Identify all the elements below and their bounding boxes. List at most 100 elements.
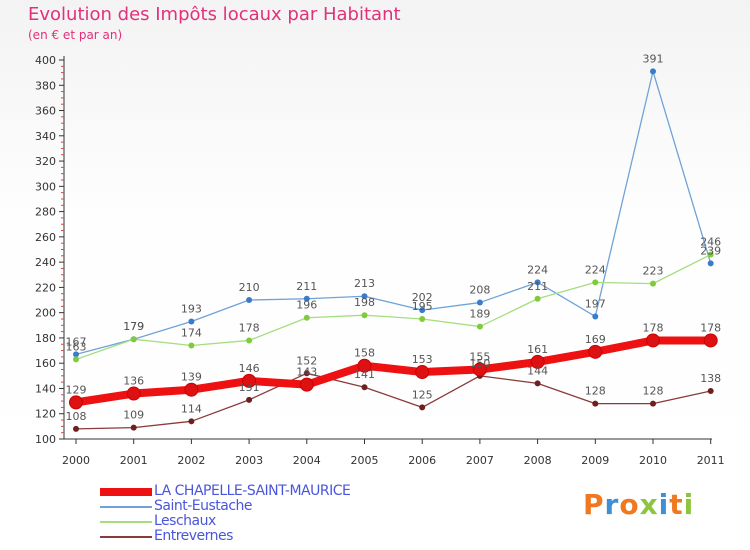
x-tick-label: 2010 [639,454,667,467]
data-point [703,333,718,348]
data-point [646,333,660,348]
y-tick-label: 300 [35,180,56,193]
y-tick-label: 180 [35,332,56,345]
data-label: 224 [527,263,548,276]
data-label: 131 [239,381,260,394]
data-point [419,307,426,314]
data-point [592,400,599,407]
data-label: 211 [527,280,548,293]
data-point [361,384,368,391]
data-label: 178 [643,321,664,334]
series-line-1 [75,70,712,356]
data-label: 189 [469,308,490,321]
chart-subtitle: (en € et par an) [28,28,123,42]
data-point [188,418,195,425]
data-label: 178 [239,321,260,334]
data-point [303,314,310,321]
data-point [530,354,545,369]
data-label: 391 [643,52,664,65]
series-line-2 [75,253,712,361]
x-tick-label: 2007 [466,454,494,467]
data-point [361,293,368,300]
data-point [650,68,656,75]
y-tick-label: 200 [35,307,56,320]
legend-swatch [100,521,152,523]
legend-label: Entrevernes [154,528,233,544]
data-point [303,295,310,302]
y-tick-label: 360 [35,105,56,118]
y-tick-label: 320 [35,155,56,168]
legend-label: LA CHAPELLE-SAINT-MAURICE [154,483,351,499]
data-label: 161 [527,343,548,356]
legend-swatch [100,506,152,508]
data-label: 239 [700,244,721,257]
data-point [472,362,487,377]
data-point [188,342,195,349]
data-label: 193 [181,303,202,316]
data-point [126,386,141,401]
data-point [357,358,372,373]
data-label: 195 [412,300,433,313]
data-point [246,337,253,344]
y-tick-label: 400 [35,54,56,67]
x-tick-label: 2002 [177,454,205,467]
data-label: 179 [123,320,144,333]
data-point [534,380,541,387]
data-label: 224 [585,263,606,276]
x-tick-label: 2005 [351,454,379,467]
y-tick-label: 140 [35,382,56,395]
data-label: 169 [585,333,606,346]
data-point [188,318,195,325]
data-label: 211 [296,280,317,293]
data-label: 138 [700,372,721,385]
data-point [650,400,656,407]
data-point [73,351,79,358]
data-label: 196 [296,299,317,312]
data-label: 198 [354,296,375,309]
data-label: 136 [123,375,144,388]
data-label: 178 [700,321,721,334]
data-point [650,280,656,287]
data-label: 223 [643,265,664,278]
data-label: 129 [66,383,87,396]
data-label: 155 [469,351,490,364]
data-label: 125 [412,388,433,401]
legend-swatch [100,488,152,496]
y-tick-label: 160 [35,357,56,370]
data-label: 179 [123,320,144,333]
data-point [707,387,714,394]
data-point [130,424,137,431]
data-label: 208 [469,284,490,297]
proxiti-logo: Proxiti [583,488,695,521]
data-label: 197 [585,297,606,310]
data-point [419,404,426,411]
line-chart: 100 120 140 160 180 200 220 240 260 280 300 320 340 3… [35,52,725,467]
x-tick-label: 2011 [697,454,725,467]
data-point [69,395,83,410]
data-point [592,313,599,320]
y-tick-label: 380 [35,79,56,92]
data-label: 128 [585,385,606,398]
data-label: 213 [354,277,375,290]
legend-label: Saint-Eustache [154,498,253,514]
data-label: 146 [239,362,260,375]
legend-swatch [100,536,152,538]
data-point [476,323,483,330]
data-label: 174 [181,327,202,340]
data-point [707,260,714,267]
data-label: 246 [700,236,721,249]
data-point [361,312,368,319]
data-point [246,297,253,304]
x-tick-label: 2004 [293,454,321,467]
data-label: 210 [239,281,260,294]
y-tick-label: 280 [35,206,56,219]
data-label: 143 [296,366,317,379]
x-tick-label: 2006 [408,454,436,467]
y-tick-label: 240 [35,256,56,269]
x-tick-label: 2009 [581,454,609,467]
data-label: 163 [66,340,87,353]
data-label: 139 [181,371,202,384]
data-point [415,365,430,380]
data-point [476,299,483,306]
